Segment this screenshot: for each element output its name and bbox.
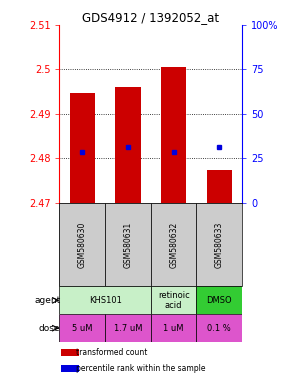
Text: transformed count: transformed count [76, 348, 147, 357]
Bar [59, 314, 105, 342]
Bar [59, 286, 151, 314]
Bar [151, 286, 196, 314]
Bar [105, 203, 151, 286]
Text: 1 uM: 1 uM [163, 324, 184, 333]
Bar [105, 314, 151, 342]
Text: 0.1 %: 0.1 % [207, 324, 231, 333]
Text: DMSO: DMSO [206, 296, 232, 305]
Bar [197, 314, 242, 342]
Text: retinoic
acid: retinoic acid [158, 291, 189, 310]
Bar [151, 314, 196, 342]
Bar [59, 203, 105, 286]
Text: GSM580633: GSM580633 [215, 222, 224, 268]
Title: GDS4912 / 1392052_at: GDS4912 / 1392052_at [82, 11, 219, 24]
Text: dose: dose [39, 324, 60, 333]
Text: 5 uM: 5 uM [72, 324, 93, 333]
Bar [161, 67, 186, 203]
Bar [61, 349, 79, 356]
Bar [197, 203, 242, 286]
Bar [115, 87, 141, 203]
Text: agent: agent [34, 296, 60, 305]
Text: GSM580631: GSM580631 [124, 222, 133, 268]
Bar [61, 365, 79, 372]
Bar [207, 170, 232, 203]
Text: 1.7 uM: 1.7 uM [114, 324, 142, 333]
Text: percentile rank within the sample: percentile rank within the sample [76, 364, 205, 373]
Text: GSM580630: GSM580630 [78, 222, 87, 268]
Bar [151, 203, 196, 286]
Text: GSM580632: GSM580632 [169, 222, 178, 268]
Bar [197, 286, 242, 314]
Bar [70, 93, 95, 203]
Text: KHS101: KHS101 [89, 296, 122, 305]
